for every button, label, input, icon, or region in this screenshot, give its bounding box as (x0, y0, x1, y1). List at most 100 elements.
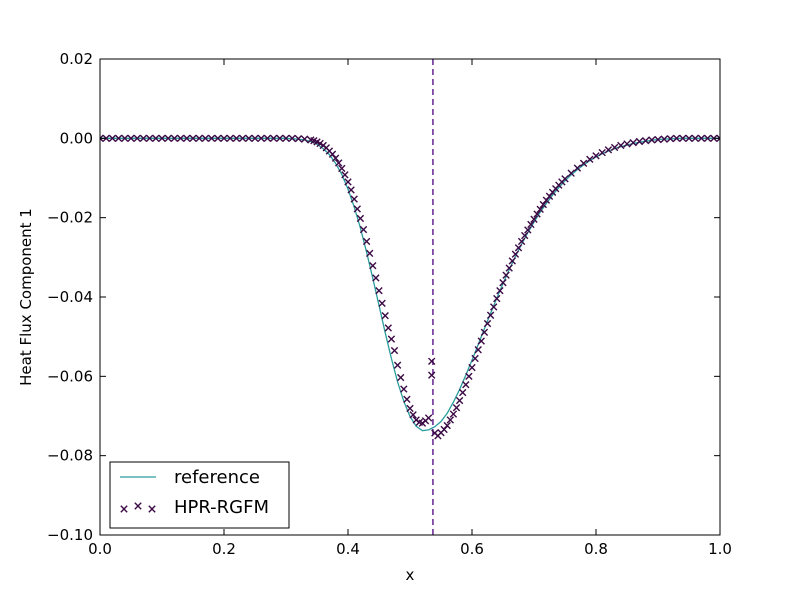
hpr-rgfm-point (654, 135, 662, 144)
hpr-rgfm-point (579, 159, 588, 168)
hpr-rgfm-point (251, 134, 259, 143)
hpr-rgfm-point (462, 380, 470, 389)
hpr-rgfm-point (403, 395, 411, 404)
y-tick-label: −0.08 (47, 447, 93, 465)
hpr-rgfm-point (586, 155, 594, 164)
hpr-rgfm-point (471, 354, 479, 363)
hpr-rgfm-point (468, 363, 476, 372)
hpr-rgfm-point (195, 134, 203, 143)
hpr-rgfm-point (703, 134, 712, 143)
hpr-rgfm-point (517, 237, 526, 246)
hpr-rgfm-point (108, 134, 117, 143)
x-tick-label: 0.6 (460, 540, 484, 558)
plot-area (100, 59, 720, 535)
legend-x-marker (134, 502, 142, 510)
hpr-rgfm-point (486, 311, 495, 319)
hpr-rgfm-point (294, 135, 303, 143)
hpr-rgfm-point (347, 186, 355, 194)
hpr-rgfm-point (493, 294, 501, 303)
x-tick-label: 0.2 (212, 540, 236, 558)
hpr-rgfm-point (716, 134, 720, 143)
hpr-rgfm-point (428, 357, 436, 365)
hpr-rgfm-point (257, 134, 265, 143)
hpr-rgfm-point (483, 319, 492, 328)
hpr-rgfm-point (697, 134, 706, 143)
hpr-rgfm-point (331, 154, 340, 162)
hpr-rgfm-point (641, 137, 650, 145)
hpr-rgfm-point (366, 249, 374, 258)
hpr-rgfm-point (629, 139, 637, 147)
legend-x-marker (148, 505, 156, 513)
hpr-rgfm-point (158, 134, 166, 143)
hpr-rgfm-point (369, 261, 377, 270)
y-tick-label: −0.04 (47, 288, 93, 306)
legend-frame (109, 461, 290, 529)
hpr-rgfm-point (527, 220, 535, 229)
x-tick-label: 0.4 (336, 540, 360, 558)
hpr-rgfm-point (443, 421, 451, 430)
hpr-rgfm-point (362, 237, 371, 246)
hpr-rgfm-point (400, 385, 408, 393)
hpr-rgfm-point (490, 303, 498, 311)
hpr-rgfm-point (536, 205, 544, 214)
hpr-rgfm-point (685, 134, 693, 143)
hpr-rgfm-point (617, 141, 625, 150)
hpr-rgfm-point (477, 337, 485, 345)
hpr-rgfm-point (474, 346, 482, 354)
hpr-rgfm-point (409, 411, 417, 419)
hpr-rgfm-point (232, 134, 241, 143)
hpr-rgfm-point (521, 231, 529, 240)
hpr-rgfm-point (449, 410, 458, 418)
hpr-rgfm-point (381, 311, 389, 320)
hpr-rgfm-point (269, 134, 278, 143)
hpr-rgfm-point (139, 134, 148, 143)
hpr-rgfm-point (226, 134, 234, 143)
hpr-rgfm-point (710, 134, 718, 143)
legend-hpr-rgfm-label: HPR-RGFM (174, 497, 269, 518)
hpr-rgfm-point (300, 135, 309, 143)
hpr-rgfm-point (635, 137, 644, 146)
hpr-rgfm-point (508, 257, 516, 265)
hpr-rgfm-point (604, 146, 613, 154)
hpr-rgfm-point (121, 134, 129, 143)
hpr-rgfm-point (691, 134, 699, 143)
y-tick-label: −0.06 (47, 367, 93, 385)
hpr-rgfm-point (356, 214, 365, 223)
hpr-rgfm-point (672, 134, 681, 143)
hpr-rgfm-point (338, 164, 346, 173)
series-reference-line (100, 137, 720, 432)
hpr-rgfm-point (397, 373, 405, 382)
hpr-rgfm-point (384, 324, 392, 332)
hpr-rgfm-point (170, 134, 179, 143)
hpr-rgfm-point (189, 134, 197, 143)
axes: 0.0 0.2 0.4 0.6 0.8 1.0 0.02 0.00 −0.02 −0.04 −0.0… (47, 50, 732, 558)
y-tick-label: −0.02 (47, 209, 93, 227)
hpr-rgfm-point (524, 226, 532, 234)
hpr-rgfm-point (390, 346, 399, 355)
hpr-rgfm-point (145, 134, 154, 143)
x-tick-label: 1.0 (708, 540, 732, 558)
legend-x-marker (120, 505, 128, 513)
hpr-rgfm-point (648, 136, 656, 144)
hpr-rgfm-point (276, 134, 284, 143)
hpr-rgfm-point (455, 396, 464, 405)
hpr-rgfm-point (378, 299, 386, 308)
hpr-rgfm-point (183, 134, 191, 143)
y-tick-label: −0.10 (47, 526, 93, 544)
hpr-rgfm-point (660, 135, 668, 143)
hpr-rgfm-point (393, 361, 402, 369)
hpr-rgfm-point (502, 271, 510, 279)
hpr-rgfm-point (353, 205, 361, 213)
hpr-rgfm-point (598, 148, 606, 157)
hpr-rgfm-point (375, 286, 383, 295)
hpr-rgfm-point (623, 140, 631, 148)
hpr-rgfm-point (207, 134, 216, 143)
hpr-rgfm-point (372, 274, 380, 282)
y-axis-label: Heat Flux Component 1 (17, 208, 35, 386)
hpr-rgfm-point (511, 250, 520, 258)
hpr-rgfm-point (573, 164, 582, 172)
hpr-rgfm-point (350, 195, 358, 203)
hpr-rgfm-point (533, 210, 541, 218)
hpr-rgfm-point (561, 175, 569, 183)
